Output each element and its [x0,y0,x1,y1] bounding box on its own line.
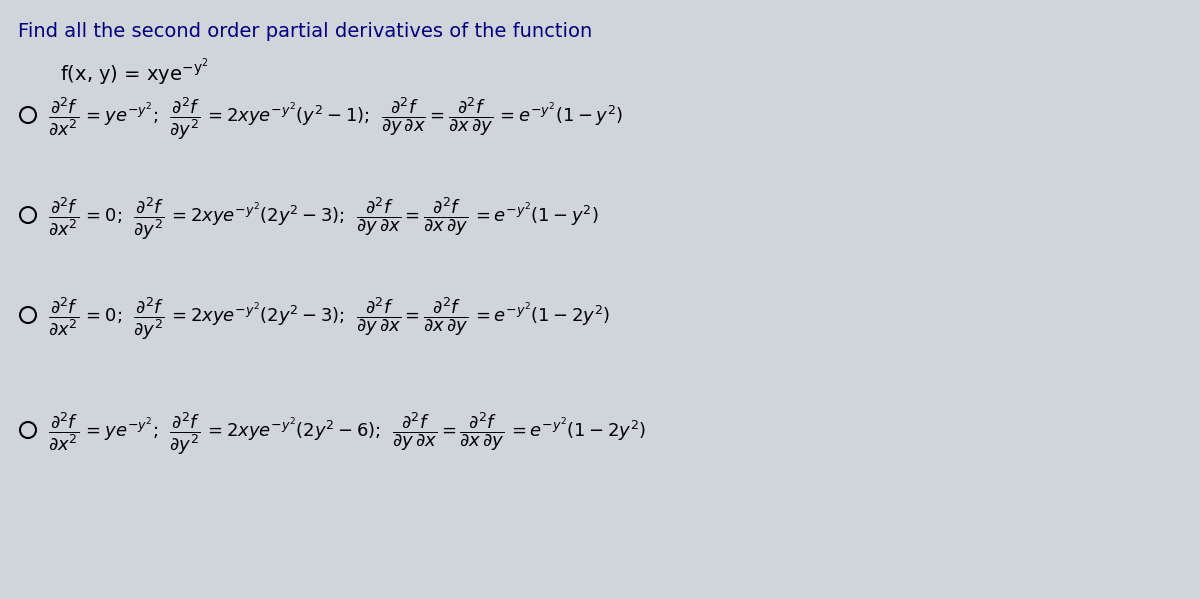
Text: $\dfrac{\partial^2 f}{\partial x^2}\,= ye^{-y^2}$;  $\dfrac{\partial^2 f}{\parti: $\dfrac{\partial^2 f}{\partial x^2}\,= y… [48,95,623,142]
Text: $\dfrac{\partial^2 f}{\partial x^2}\,= 0$;  $\dfrac{\partial^2 f}{\partial y^2}\: $\dfrac{\partial^2 f}{\partial x^2}\,= 0… [48,195,599,242]
Text: Find all the second order partial derivatives of the function: Find all the second order partial deriva… [18,22,593,41]
Text: $\dfrac{\partial^2 f}{\partial x^2}\,= ye^{-y^2}$;  $\dfrac{\partial^2 f}{\parti: $\dfrac{\partial^2 f}{\partial x^2}\,= y… [48,410,646,457]
Text: f(x, y) = xye$\mathregular{^{-y^2}}$: f(x, y) = xye$\mathregular{^{-y^2}}$ [60,58,209,88]
Text: $\dfrac{\partial^2 f}{\partial x^2}\,= 0$;  $\dfrac{\partial^2 f}{\partial y^2}\: $\dfrac{\partial^2 f}{\partial x^2}\,= 0… [48,295,610,342]
